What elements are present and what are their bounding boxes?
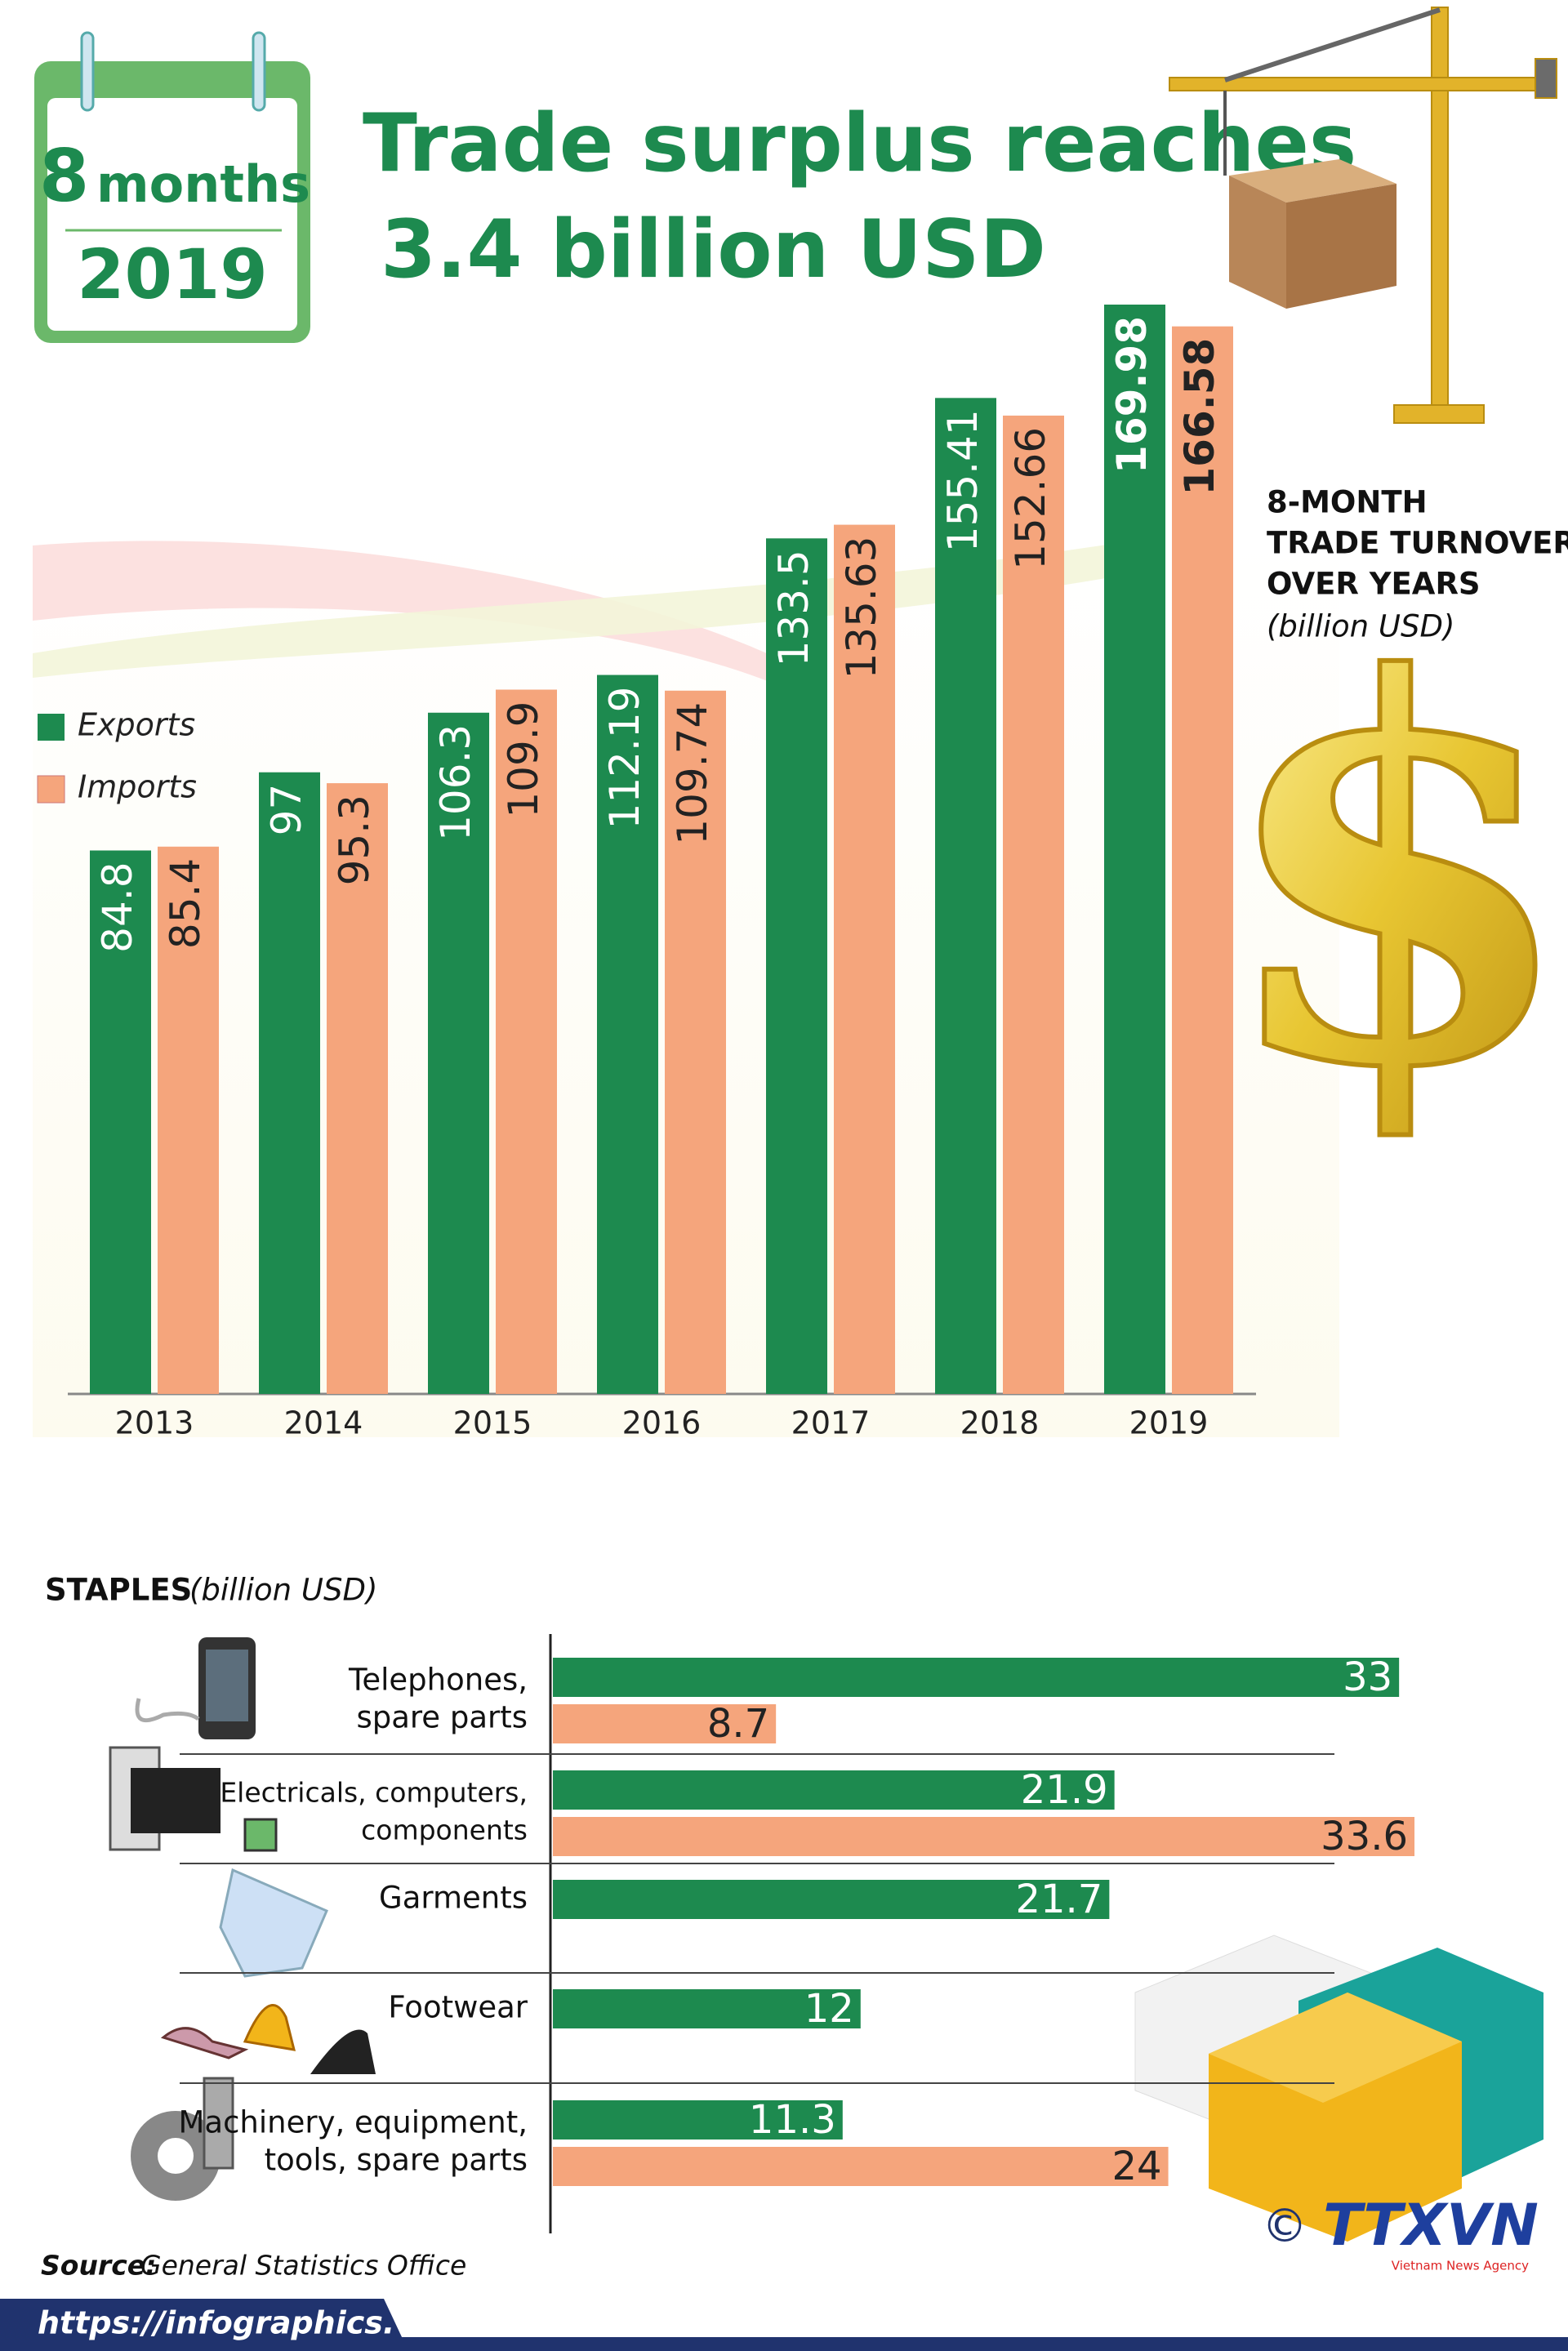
logo: TTXVN (1323, 2192, 1539, 2259)
value-label: 84.8 (94, 862, 141, 952)
value-label: 24 (1111, 2144, 1161, 2189)
value-label: 109.9 (500, 701, 547, 818)
value-label: 152.66 (1007, 427, 1054, 570)
title-line: 3.4 billion USD (381, 203, 1046, 296)
value-label: 33.6 (1321, 1814, 1408, 1859)
bar (496, 689, 557, 1394)
category-label: spare parts (356, 1700, 528, 1735)
footer-band (0, 2299, 408, 2351)
bar (597, 675, 658, 1394)
title-line: Trade surplus reaches (363, 97, 1356, 190)
category-label: Electricals, computers, (220, 1777, 528, 1809)
bar (553, 1658, 1400, 1697)
value-label: 8.7 (707, 1701, 769, 1747)
value-label: 106.3 (432, 724, 479, 841)
value-label: 21.7 (1015, 1877, 1102, 1922)
dollar-icon: $ (1214, 568, 1568, 1182)
bar (553, 2100, 843, 2139)
chart-subtitle: TRADE TURNOVER (1267, 526, 1568, 561)
bar (935, 398, 996, 1394)
chart-subtitle: OVER YEARS (1267, 567, 1481, 602)
bar (90, 850, 151, 1394)
url: https://infographics.vn (38, 2305, 437, 2341)
value-label: 133.5 (770, 550, 817, 666)
calendar-number: 8 (39, 134, 89, 218)
x-tick-label: 2018 (960, 1405, 1040, 1441)
bar (766, 538, 827, 1394)
x-tick-label: 2013 (115, 1405, 194, 1441)
value-label: 97 (263, 784, 310, 836)
value-label: 33 (1343, 1654, 1392, 1700)
x-tick-label: 2016 (622, 1405, 702, 1441)
value-label: 109.74 (669, 702, 716, 845)
calendar-unit: months (96, 154, 310, 214)
containers (1134, 1935, 1544, 2242)
x-tick-label: 2014 (284, 1405, 363, 1441)
bar (1172, 326, 1233, 1395)
chart-subtitle: 8-MONTH (1267, 485, 1428, 520)
legend-swatch (38, 714, 65, 741)
x-tick-label: 2015 (453, 1405, 532, 1441)
category-label: Garments (379, 1881, 528, 1916)
x-tick-label: 2019 (1129, 1405, 1209, 1441)
bar (553, 1880, 1110, 1919)
unit-label: (billion USD) (189, 1573, 377, 1608)
value-label: 166.58 (1176, 338, 1223, 496)
bar (428, 712, 489, 1394)
legend-label: Exports (78, 707, 195, 743)
legend-label: Imports (78, 769, 197, 805)
category-label: Telephones, (348, 1663, 528, 1698)
agency: Vietnam News Agency (1392, 2259, 1529, 2273)
icons (109, 1637, 376, 2201)
wave (33, 539, 1143, 678)
value-label: 85.4 (162, 858, 209, 949)
wave (33, 541, 817, 702)
category-label: Footwear (388, 1990, 528, 2025)
unit-label: (billion USD) (1267, 609, 1454, 644)
x-tick-label: 2017 (791, 1405, 871, 1441)
bar (553, 1989, 861, 2028)
value-label: 11.3 (749, 2097, 836, 2143)
value-label: 12 (804, 1986, 854, 2032)
value-label: 135.63 (838, 537, 885, 679)
bar (327, 783, 388, 1394)
box (1229, 159, 1396, 309)
bar (158, 846, 219, 1394)
bar (665, 690, 726, 1394)
category-label: tools, spare parts (265, 2143, 528, 2178)
calendar: 8 months 2019 (34, 31, 310, 343)
category-label: Machinery, equipment, (178, 2105, 528, 2140)
crane (1169, 7, 1557, 424)
bar (834, 524, 895, 1395)
bar (259, 772, 320, 1394)
copyright: © (1262, 2200, 1307, 2253)
bar (553, 1704, 777, 1743)
calendar-year: 2019 (77, 234, 268, 314)
value-label: 169.98 (1108, 316, 1156, 474)
value-label: 112.19 (601, 687, 648, 830)
bar (553, 2147, 1169, 2186)
category-label: components (361, 1814, 528, 1846)
value-label: 21.9 (1021, 1767, 1108, 1813)
bar (1104, 305, 1165, 1394)
source-label: Source: (41, 2250, 156, 2282)
value-label: 95.3 (331, 795, 378, 885)
bar (1003, 415, 1064, 1395)
source: General Statistics Office (140, 2250, 466, 2282)
value-label: 155.41 (939, 409, 987, 552)
legend-swatch (37, 775, 65, 804)
chart-title: STAPLES (45, 1573, 192, 1608)
bar (553, 1817, 1414, 1856)
footer-band (384, 2337, 1568, 2351)
bar (553, 1770, 1115, 1810)
